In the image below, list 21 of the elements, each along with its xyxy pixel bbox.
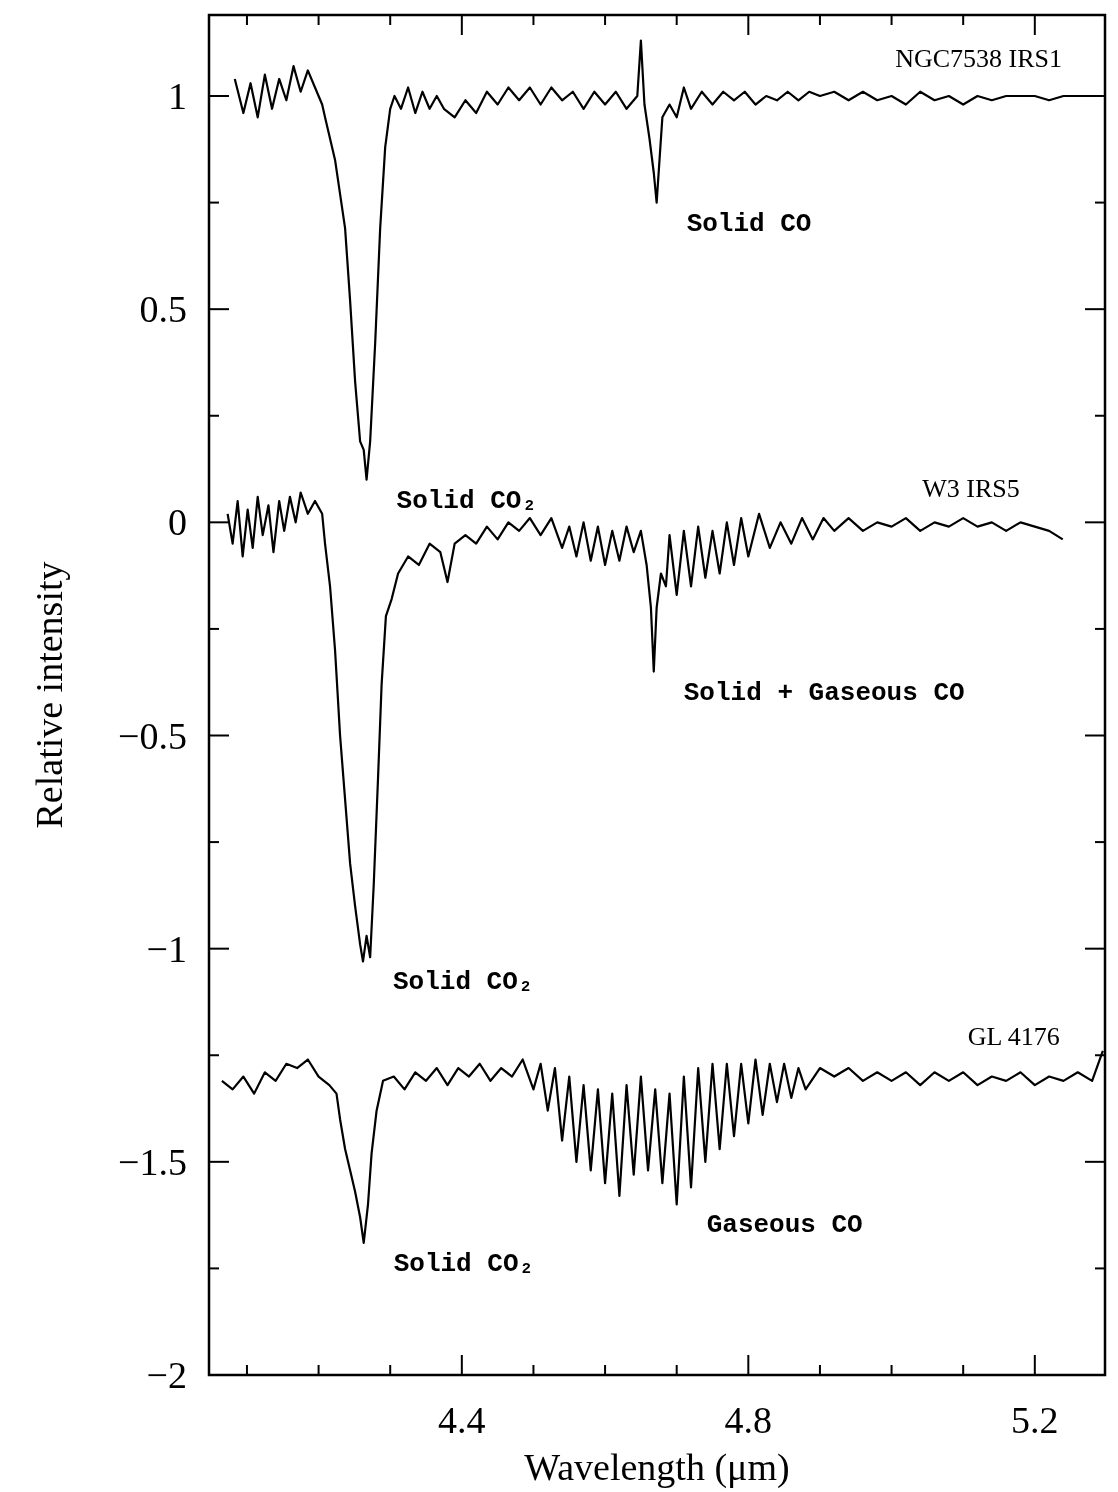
y-tick-label: −2 [146,1354,187,1396]
y-tick-label: 1 [168,75,187,117]
annotation: Solid CO₂ [392,967,534,998]
x-tick-label: 4.4 [438,1399,486,1441]
annotation: Solid + Gaseous CO [683,677,965,708]
x-axis-title: Wavelength (μm) [524,1446,790,1489]
x-tick-label: 5.2 [1011,1399,1059,1441]
y-tick-label: 0 [168,501,187,544]
annotation: Solid CO [686,208,812,239]
annotation: Gaseous CO [706,1210,863,1241]
annotation: Solid CO₂ [396,485,538,516]
y-tick-label: 0.5 [139,288,187,331]
series-label: W3 IRS5 [922,474,1020,504]
annotation: Solid CO₂ [393,1248,535,1279]
y-tick-label: −1.5 [118,1140,187,1183]
x-tick-label: 4.8 [724,1399,773,1441]
legend-label: NGC7538 IRS1 [895,43,1063,73]
y-axis-title: Relative intensity [28,561,70,829]
series-label: GL 4176 [967,1021,1060,1051]
y-tick-label: −0.5 [118,714,187,757]
y-tick-label: −1 [146,927,187,970]
